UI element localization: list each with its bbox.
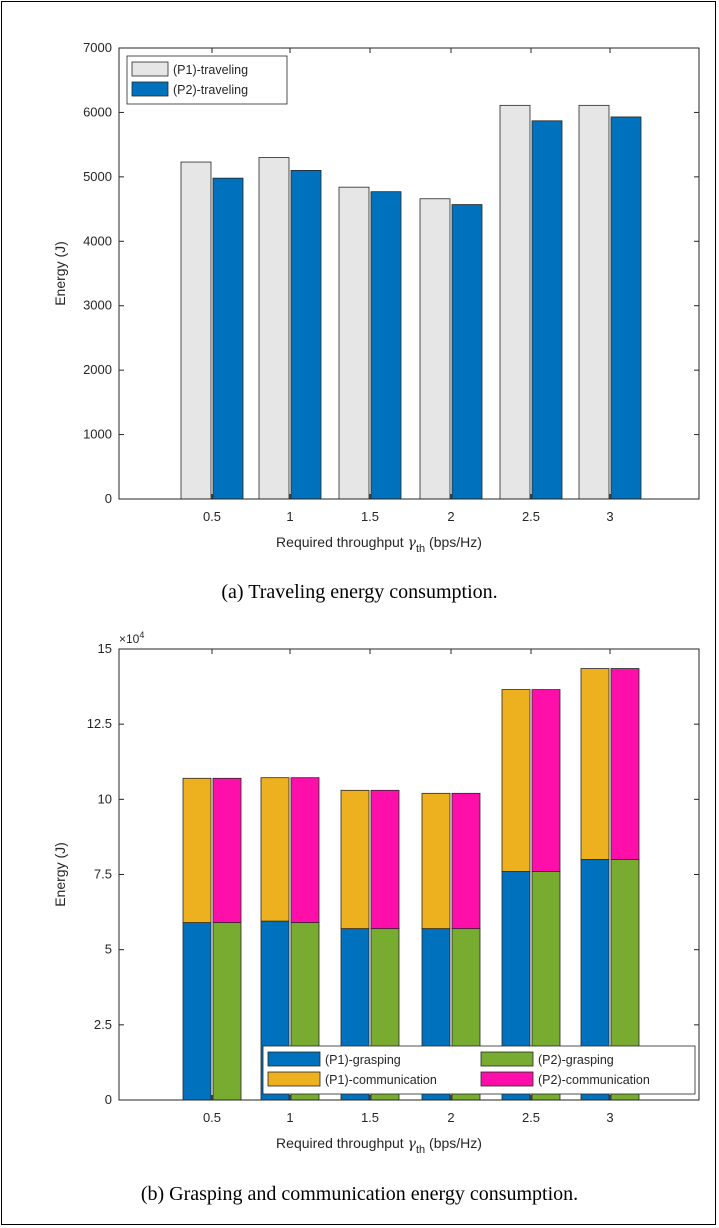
y-tick-label: 5	[105, 942, 112, 957]
bar-p1-communication	[182, 777, 212, 924]
bar-p1-communication	[501, 689, 531, 872]
bar-p1-traveling	[258, 157, 290, 500]
x-label-unit: (bps/Hz)	[425, 534, 482, 550]
bar-p1-traveling	[499, 104, 531, 500]
y-tick-label: 10	[98, 791, 112, 806]
x-label-subscript: th	[416, 1144, 425, 1156]
legend-swatch	[267, 1071, 321, 1087]
legend-label: (P2)-traveling	[173, 83, 248, 97]
bar-p2-communication	[212, 777, 242, 924]
bar-p1-communication	[260, 777, 290, 922]
y-axis-label: Energy (J)	[52, 842, 68, 907]
x-label-unit: (bps/Hz)	[425, 1135, 482, 1151]
bar-p2-traveling	[531, 120, 563, 500]
bar-p2-communication	[531, 689, 561, 872]
chart-a: 0 1000 2000 3000 4000 5000 6000 7000 0.5 1 1.5 2 2.5…	[52, 40, 700, 555]
legend-label: (P1)-traveling	[173, 63, 248, 77]
legend-label: (P2)-communication	[538, 1073, 650, 1087]
x-label-symbol: γ	[408, 535, 417, 551]
y-tick-label: 7.5	[94, 867, 112, 882]
bar-p2-traveling	[290, 170, 322, 500]
exponent-power: 4	[139, 630, 144, 640]
bar-p1-communication	[340, 789, 370, 930]
x-tick-label: 1.5	[361, 509, 379, 524]
x-tick-label: 0.5	[203, 509, 221, 524]
legend-label: (P2)-grasping	[538, 1053, 614, 1067]
chart-b: 0 2.5 5 7.5 10 12.5 15 0.5 1 1.5 2 2.5 3 Required thr…	[52, 630, 700, 1156]
y-tick-label: 3000	[83, 298, 112, 313]
y-axis-label: Energy (J)	[52, 241, 68, 306]
x-tick-label: 0.5	[203, 1110, 221, 1125]
x-axis-label: Required throughput γth (bps/Hz)	[276, 534, 482, 555]
x-tick-label: 1	[286, 1110, 293, 1125]
bar-p1-communication	[421, 792, 451, 930]
x-tick-label: 2.5	[522, 509, 540, 524]
y-tick-label: 2000	[83, 362, 112, 377]
legend-swatch	[267, 1051, 321, 1067]
bar-p1-grasping	[182, 922, 212, 1101]
legend-label: (P1)-grasping	[325, 1053, 401, 1067]
y-tick-label: 4000	[83, 233, 112, 248]
legend-swatch	[131, 61, 169, 77]
legend-label: (P1)-communication	[325, 1073, 437, 1087]
y-tick-label: 0	[105, 491, 112, 506]
x-tick-label: 2	[447, 1110, 454, 1125]
x-tick-label: 3	[606, 509, 613, 524]
bar-p2-communication	[370, 789, 400, 930]
bar-p2-traveling	[370, 191, 402, 500]
plot-box	[118, 47, 700, 500]
exponent-base: ×10	[119, 632, 140, 646]
y-exponent-label: ×104	[119, 630, 144, 646]
y-tick-label: 7000	[83, 40, 112, 55]
x-label-subscript: th	[416, 543, 425, 555]
legend-swatch	[480, 1071, 534, 1087]
bar-p2-traveling	[212, 177, 244, 500]
x-label-symbol: γ	[408, 1136, 417, 1152]
x-tick-label: 3	[606, 1110, 613, 1125]
legend-swatch	[480, 1051, 534, 1067]
caption-b: (b) Grasping and communication energy co…	[140, 1183, 579, 1205]
bar-p2-communication	[290, 777, 320, 924]
y-tick-label: 1000	[83, 427, 112, 442]
caption-a: (a) Traveling energy consumption.	[221, 581, 498, 603]
y-tick-label: 0	[105, 1092, 112, 1107]
x-tick-label: 2.5	[522, 1110, 540, 1125]
bar-p2-communication	[610, 668, 640, 860]
y-tick-label: 5000	[83, 169, 112, 184]
bar-p2-traveling	[451, 204, 483, 500]
x-tick-label: 2	[447, 509, 454, 524]
bar-p1-traveling	[180, 161, 212, 500]
bar-p1-traveling	[338, 186, 370, 500]
y-tick-label: 6000	[83, 104, 112, 119]
bar-p2-traveling	[610, 116, 642, 500]
legend-swatch	[131, 81, 169, 97]
y-tick-label: 12.5	[87, 716, 112, 731]
x-tick-label: 1	[286, 509, 293, 524]
y-tick-label: 2.5	[94, 1017, 112, 1032]
bar-p1-traveling	[419, 198, 451, 500]
x-axis-label: Required throughput γth (bps/Hz)	[276, 1135, 482, 1156]
x-label-text: Required throughput	[276, 1135, 408, 1151]
bar-p1-traveling	[578, 104, 610, 500]
bar-p2-communication	[451, 792, 481, 930]
x-label-text: Required throughput	[276, 534, 408, 550]
bar-p1-communication	[580, 668, 610, 860]
y-tick-label: 15	[98, 641, 112, 656]
bar-p2-grasping	[212, 922, 242, 1101]
legend-box	[262, 1045, 696, 1095]
x-tick-label: 1.5	[361, 1110, 379, 1125]
